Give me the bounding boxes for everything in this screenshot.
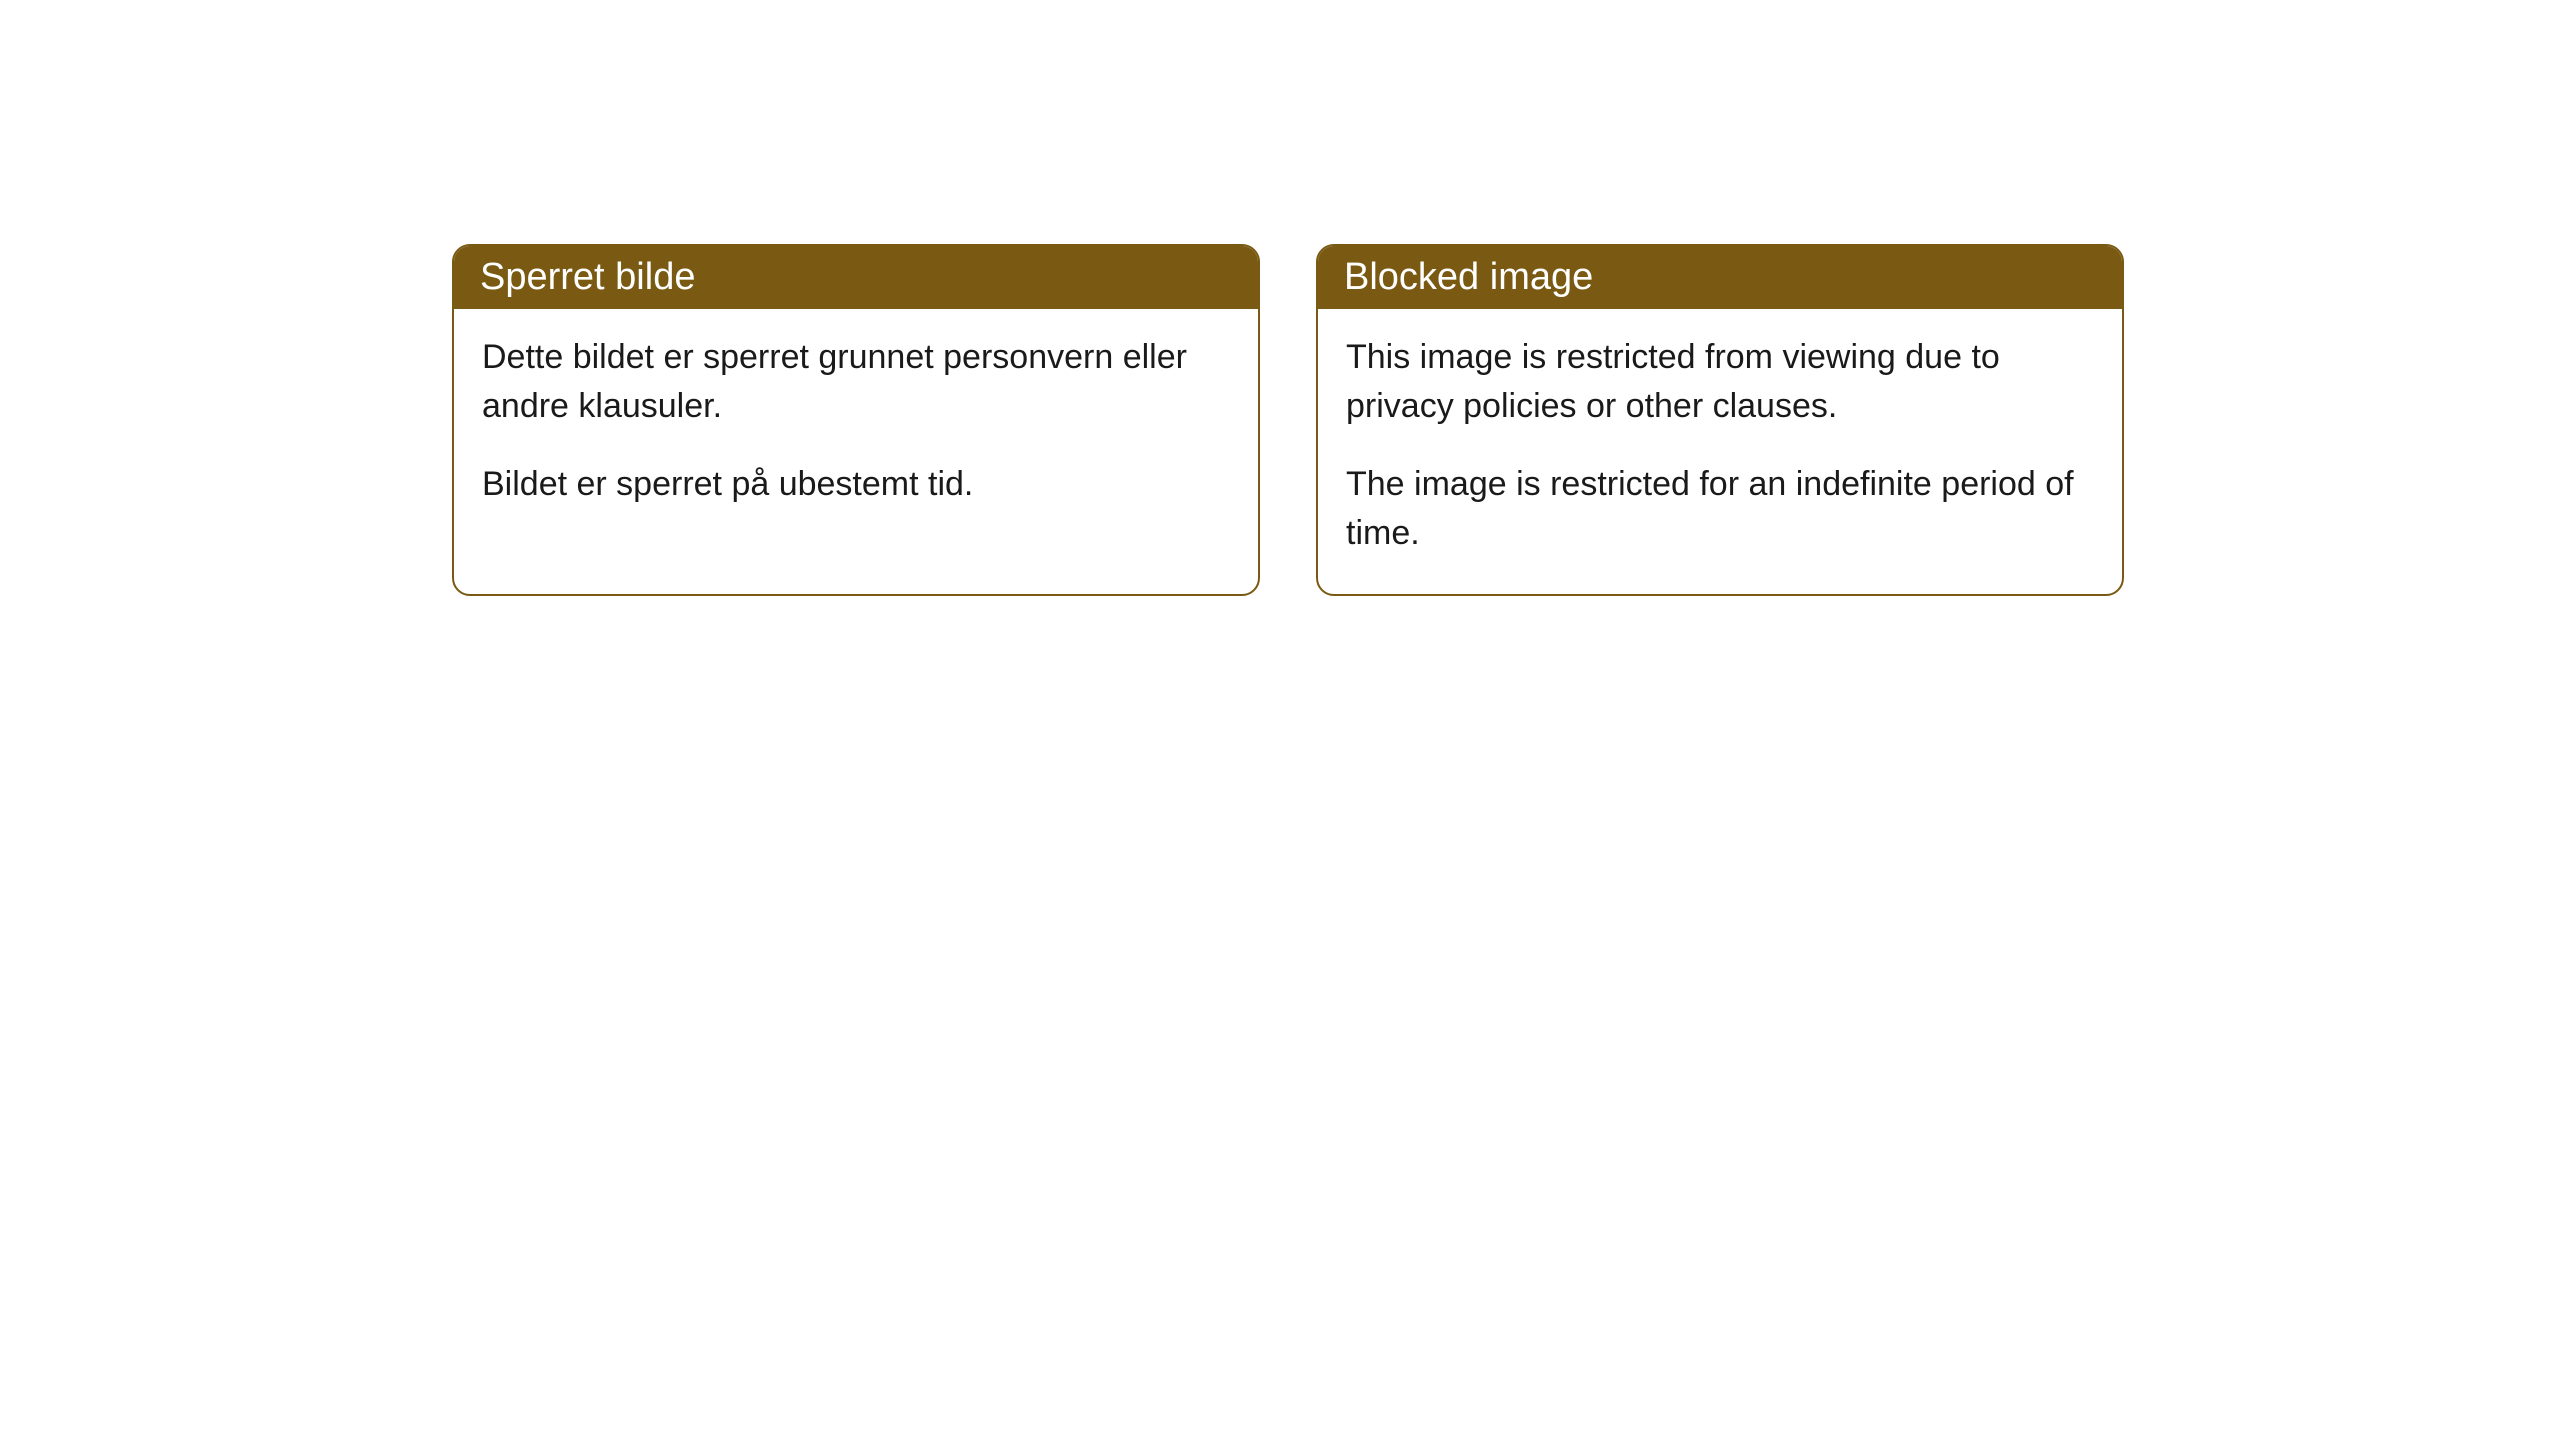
blocked-image-card-no: Sperret bilde Dette bildet er sperret gr…: [452, 244, 1260, 596]
card-paragraph-1-no: Dette bildet er sperret grunnet personve…: [482, 333, 1230, 432]
card-paragraph-2-en: The image is restricted for an indefinit…: [1346, 460, 2094, 559]
card-paragraph-2-no: Bildet er sperret på ubestemt tid.: [482, 460, 1230, 509]
card-paragraph-1-en: This image is restricted from viewing du…: [1346, 333, 2094, 432]
blocked-image-card-en: Blocked image This image is restricted f…: [1316, 244, 2124, 596]
card-body-no: Dette bildet er sperret grunnet personve…: [454, 309, 1258, 545]
notice-container: Sperret bilde Dette bildet er sperret gr…: [0, 0, 2560, 596]
card-body-en: This image is restricted from viewing du…: [1318, 309, 2122, 594]
card-title-no: Sperret bilde: [454, 246, 1258, 309]
card-title-en: Blocked image: [1318, 246, 2122, 309]
